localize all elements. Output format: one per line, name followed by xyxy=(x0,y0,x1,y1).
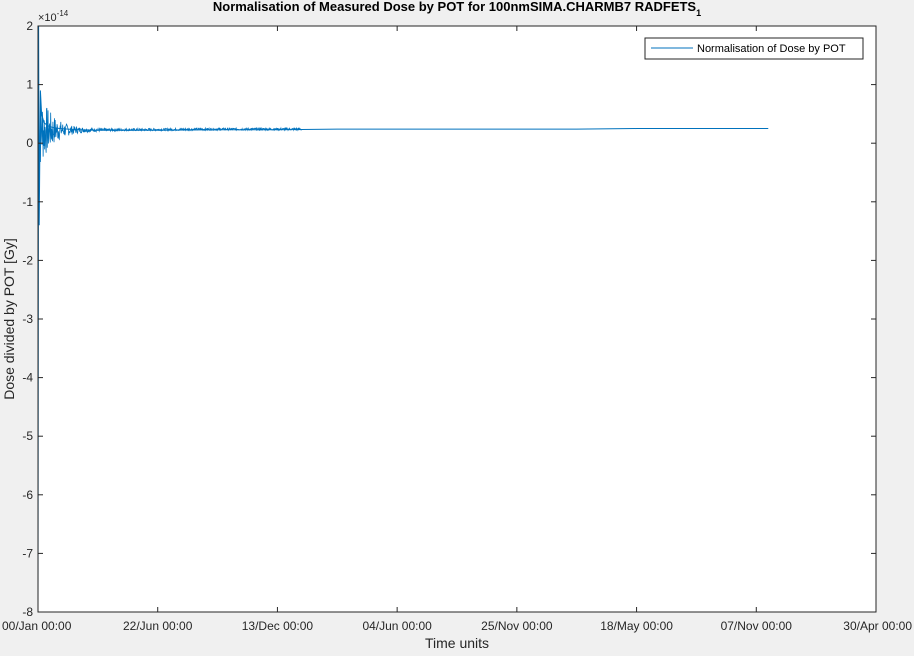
x-tick-label: 30/Apr 00:00 xyxy=(843,619,912,633)
chart-title: Normalisation of Measured Dose by POT fo… xyxy=(213,0,701,18)
y-tick-label: -2 xyxy=(22,253,33,267)
x-tick-label: 18/May 00:00 xyxy=(600,619,673,633)
x-tick-label: 04/Jun 00:00 xyxy=(362,619,432,633)
x-tick-label: 22/Jun 00:00 xyxy=(123,619,193,633)
y-tick-label: -6 xyxy=(22,488,33,502)
y-axis-ticks: -8 -7 -6 -5 -4 -3 -2 -1 0 1 2 xyxy=(22,19,876,619)
y-tick-label: -1 xyxy=(22,195,33,209)
y-tick-label: -7 xyxy=(22,546,33,560)
y-tick-label: -4 xyxy=(22,371,33,385)
y-exponent-label: ×10-14 xyxy=(38,9,69,24)
x-tick-label: 00/Jan 00:00 xyxy=(2,619,72,633)
y-tick-label: 2 xyxy=(26,19,33,33)
x-tick-label: 25/Nov 00:00 xyxy=(481,619,553,633)
y-tick-label: 1 xyxy=(26,78,33,92)
title-subscript: 1 xyxy=(696,8,701,18)
x-axis-ticks: 00/Jan 00:00 22/Jun 00:00 13/Dec 00:00 04/J… xyxy=(2,26,912,633)
y-tick-label: 0 xyxy=(26,136,33,150)
series-line xyxy=(37,25,769,613)
axes-background xyxy=(38,26,876,612)
x-tick-label: 13/Dec 00:00 xyxy=(242,619,314,633)
legend: Normalisation of Dose by POT xyxy=(644,37,864,60)
y-axis-label: Dose divided by POT [Gy] xyxy=(1,238,17,400)
y-exponent-value: -14 xyxy=(57,9,69,18)
legend-entry: Normalisation of Dose by POT xyxy=(697,43,846,55)
y-tick-label: -3 xyxy=(22,312,33,326)
y-tick-label: -5 xyxy=(22,429,33,443)
legend-box xyxy=(644,37,864,60)
y-tick-label: -8 xyxy=(22,605,33,619)
x-axis-label: Time units xyxy=(425,635,489,651)
x-tick-label: 07/Nov 00:00 xyxy=(721,619,793,633)
